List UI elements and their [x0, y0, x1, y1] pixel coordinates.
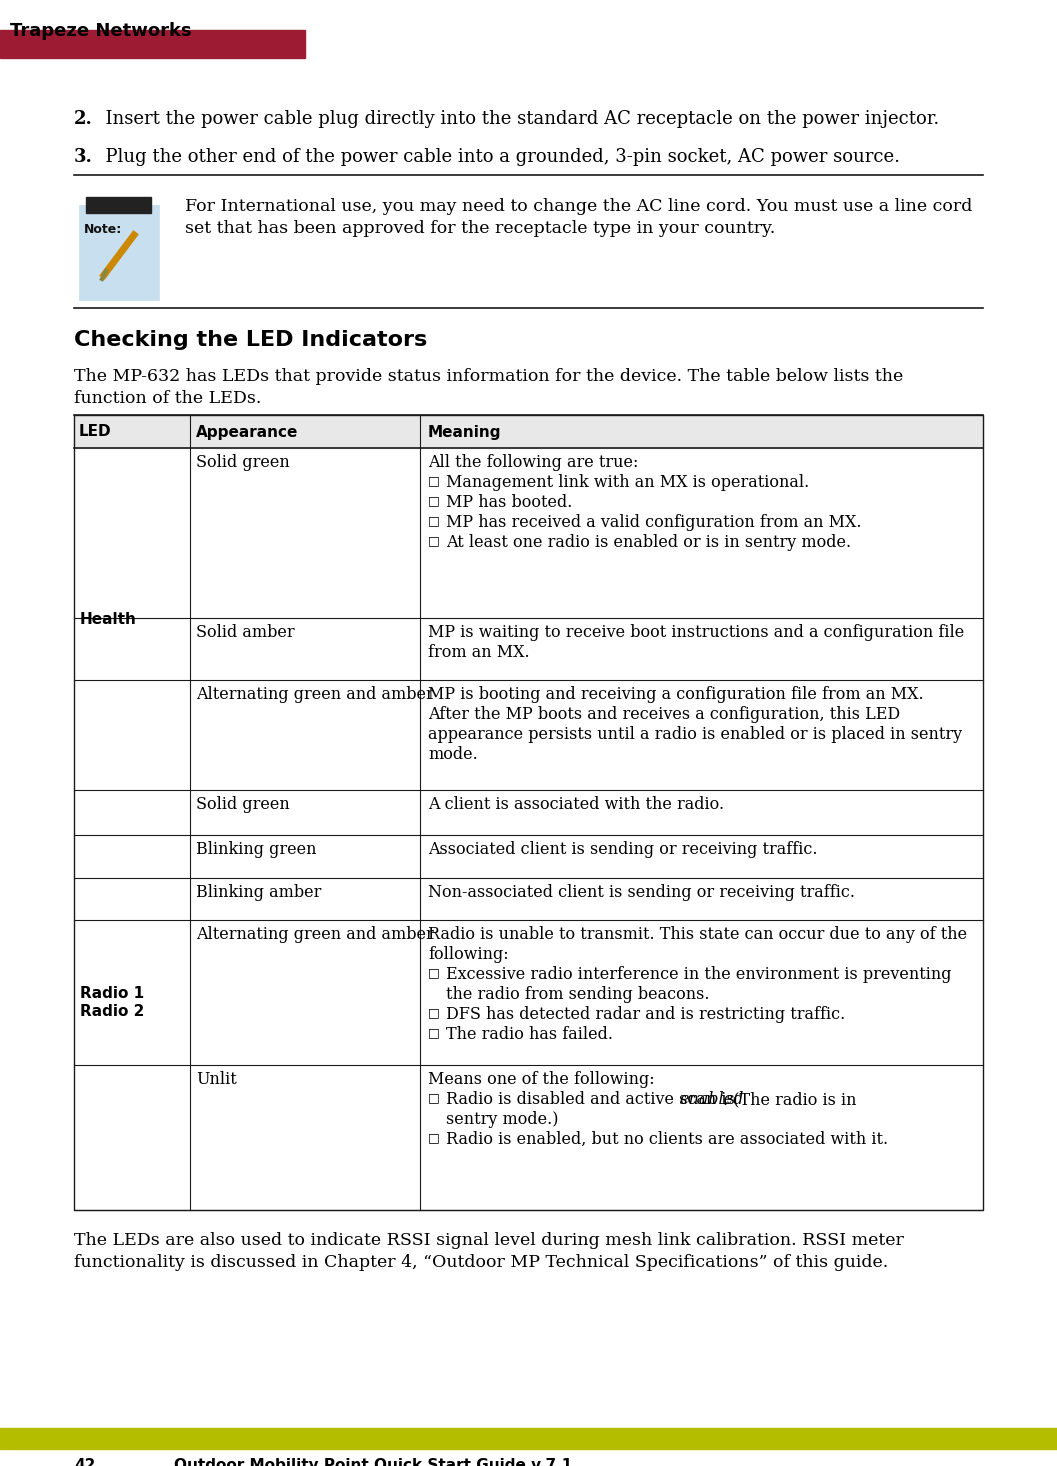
Bar	[74, 415, 983, 449]
Text: Solid green: Solid green	[196, 796, 290, 814]
Text: MP has received a valid configuration from an MX.: MP has received a valid configuration fr…	[446, 515, 861, 531]
Text: Alternating green and amber: Alternating green and amber	[196, 927, 433, 943]
Text: Management link with an MX is operational.: Management link with an MX is operationa…	[446, 474, 810, 491]
Text: Associated client is sending or receiving traffic.: Associated client is sending or receivin…	[428, 841, 817, 858]
Text: Insert the power cable plug directly into the standard AC receptacle on the powe: Insert the power cable plug directly int…	[94, 110, 940, 128]
Text: 3.: 3.	[74, 148, 93, 166]
Text: appearance persists until a radio is enabled or is placed in sentry: appearance persists until a radio is ena…	[428, 726, 962, 743]
Bar	[86, 196, 151, 213]
Text: At least one radio is enabled or is in sentry mode.: At least one radio is enabled or is in s…	[446, 534, 851, 551]
Text: □: □	[428, 474, 440, 487]
Text: Meaning: Meaning	[428, 425, 501, 440]
Text: □: □	[428, 1091, 440, 1104]
Text: Radio is enabled, but no clients are associated with it.: Radio is enabled, but no clients are ass…	[446, 1130, 888, 1148]
Text: . (The radio is in: . (The radio is in	[723, 1091, 857, 1108]
Text: MP has booted.: MP has booted.	[446, 494, 573, 512]
Bar	[0, 1428, 1057, 1448]
Text: Means one of the following:: Means one of the following:	[428, 1072, 654, 1088]
Text: For International use, you may need to change the AC line cord. You must use a l: For International use, you may need to c…	[185, 198, 972, 216]
Text: Radio is unable to transmit. This state can occur due to any of the: Radio is unable to transmit. This state …	[428, 927, 967, 943]
Text: MP is waiting to receive boot instructions and a configuration file: MP is waiting to receive boot instructio…	[428, 625, 964, 641]
Text: □: □	[428, 1026, 440, 1039]
Text: Solid amber: Solid amber	[196, 625, 295, 641]
Text: the radio from sending beacons.: the radio from sending beacons.	[446, 987, 709, 1003]
Text: The radio has failed.: The radio has failed.	[446, 1026, 613, 1042]
Bar	[79, 205, 159, 301]
Text: Plug the other end of the power cable into a grounded, 3-pin socket, AC power so: Plug the other end of the power cable in…	[94, 148, 900, 166]
Text: functionality is discussed in Chapter 4, “Outdoor MP Technical Specifications” o: functionality is discussed in Chapter 4,…	[74, 1253, 888, 1271]
Text: MP is booting and receiving a configuration file from an MX.: MP is booting and receiving a configurat…	[428, 686, 924, 704]
Text: Radio 1: Radio 1	[80, 987, 144, 1001]
Text: Checking the LED Indicators: Checking the LED Indicators	[74, 330, 427, 350]
Text: mode.: mode.	[428, 746, 478, 762]
Text: function of the LEDs.: function of the LEDs.	[74, 390, 261, 408]
Text: Health: Health	[80, 611, 136, 627]
Text: The MP-632 has LEDs that provide status information for the device. The table be: The MP-632 has LEDs that provide status …	[74, 368, 904, 386]
Text: Solid green: Solid green	[196, 454, 290, 471]
Text: Note:: Note:	[84, 223, 123, 236]
Text: Radio is disabled and active scan is: Radio is disabled and active scan is	[446, 1091, 740, 1108]
Bar	[0, 29, 305, 59]
Text: enabled: enabled	[679, 1091, 743, 1108]
Text: □: □	[428, 966, 440, 979]
Bar	[74, 415, 983, 1209]
Text: LED: LED	[79, 425, 112, 440]
Text: All the following are true:: All the following are true:	[428, 454, 638, 471]
Text: Excessive radio interference in the environment is preventing: Excessive radio interference in the envi…	[446, 966, 951, 984]
Text: Unlit: Unlit	[196, 1072, 237, 1088]
Text: 2.: 2.	[74, 110, 93, 128]
Text: □: □	[428, 515, 440, 526]
Text: Trapeze Networks: Trapeze Networks	[10, 22, 191, 40]
Text: □: □	[428, 494, 440, 507]
Text: 42: 42	[74, 1459, 95, 1466]
Text: □: □	[428, 534, 440, 547]
Text: Radio 2: Radio 2	[80, 1004, 145, 1019]
Text: set that has been approved for the receptacle type in your country.: set that has been approved for the recep…	[185, 220, 775, 237]
Text: from an MX.: from an MX.	[428, 644, 530, 661]
Text: A client is associated with the radio.: A client is associated with the radio.	[428, 796, 724, 814]
Text: After the MP boots and receives a configuration, this LED: After the MP boots and receives a config…	[428, 707, 901, 723]
Text: Alternating green and amber: Alternating green and amber	[196, 686, 433, 704]
Text: Appearance: Appearance	[196, 425, 298, 440]
Text: DFS has detected radar and is restricting traffic.: DFS has detected radar and is restrictin…	[446, 1006, 846, 1023]
Text: □: □	[428, 1006, 440, 1019]
Text: The LEDs are also used to indicate RSSI signal level during mesh link calibratio: The LEDs are also used to indicate RSSI …	[74, 1231, 904, 1249]
Text: Blinking amber: Blinking amber	[196, 884, 321, 902]
Text: Outdoor Mobility Point Quick Start Guide v.7.1: Outdoor Mobility Point Quick Start Guide…	[174, 1459, 572, 1466]
Text: sentry mode.): sentry mode.)	[446, 1111, 558, 1127]
Text: following:: following:	[428, 946, 508, 963]
Text: Non-associated client is sending or receiving traffic.: Non-associated client is sending or rece…	[428, 884, 855, 902]
Text: □: □	[428, 1130, 440, 1143]
Text: Blinking green: Blinking green	[196, 841, 316, 858]
